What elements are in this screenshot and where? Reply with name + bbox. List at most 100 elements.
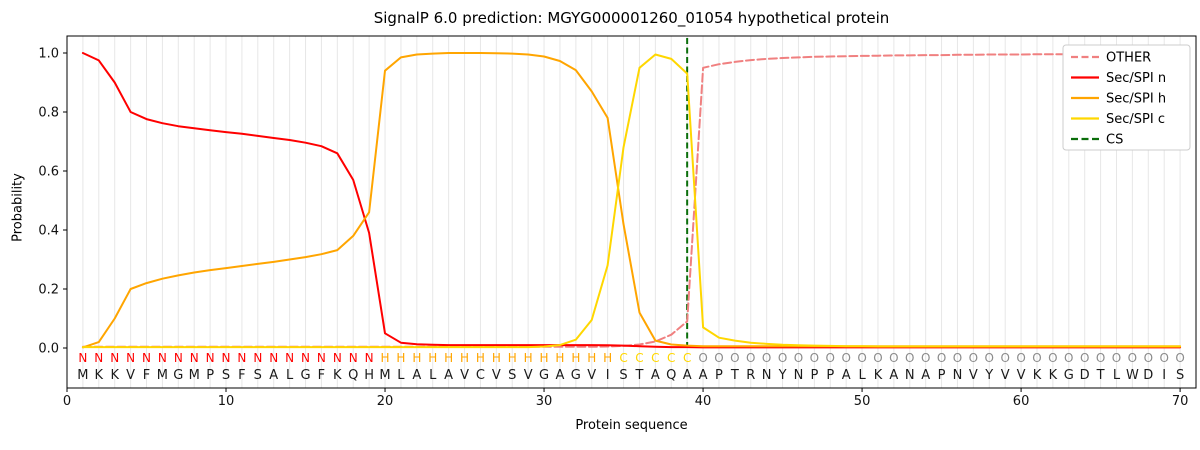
residue-letter: K: [1033, 368, 1042, 383]
residue-class-letter: H: [603, 351, 612, 365]
residue-letter: L: [858, 368, 866, 383]
residue-class-letter: O: [921, 351, 930, 365]
residue-class-letter: O: [794, 351, 803, 365]
residue-class-letter: H: [587, 351, 596, 365]
residue-class-letter: N: [237, 351, 246, 365]
residue-letter: F: [143, 368, 150, 383]
plot-border: [66, 35, 1197, 389]
residue-letter: P: [206, 368, 214, 383]
residue-class-letter: N: [222, 351, 231, 365]
residue-class-letter: O: [1016, 351, 1025, 365]
residue-class-letter: N: [158, 351, 167, 365]
legend-box: [1062, 44, 1191, 151]
residue-letter: G: [300, 368, 310, 383]
residue-class-letter: N: [94, 351, 103, 365]
residue-letter: C: [476, 368, 485, 383]
residue-letter: S: [222, 368, 230, 383]
residue-letter: K: [110, 368, 119, 383]
residue-letter: F: [238, 368, 245, 383]
x-tick-label: 40: [695, 394, 712, 409]
x-tick-label: 0: [63, 394, 71, 409]
y-tick-label: 0.0: [38, 342, 59, 357]
residue-letter: G: [1064, 368, 1074, 383]
x-axis-label: Protein sequence: [575, 418, 688, 433]
residue-class-letter: C: [619, 351, 627, 365]
residue-letter: N: [905, 368, 915, 383]
residue-letter: H: [364, 368, 374, 383]
chart-title: SignalP 6.0 prediction: MGYG000001260_01…: [373, 9, 890, 27]
y-tick-label: 1.0: [38, 47, 59, 62]
residue-letter: V: [969, 368, 978, 383]
residue-class-letter: O: [905, 351, 914, 365]
residue-class-letter: N: [333, 351, 342, 365]
residue-class-letter: N: [174, 351, 183, 365]
y-tick-label: 0.2: [38, 283, 59, 298]
residue-letter: V: [1017, 368, 1026, 383]
x-tick-label: 70: [1172, 394, 1189, 409]
legend-item-label: Sec/SPI c: [1106, 112, 1165, 127]
residue-letter: S: [1176, 368, 1184, 383]
residue-letter: K: [1049, 368, 1058, 383]
residue-letter: G: [571, 368, 581, 383]
x-tick-label: 10: [218, 394, 235, 409]
residue-class-letter: N: [110, 351, 119, 365]
residue-letter: A: [555, 368, 564, 383]
residue-class-letter: N: [301, 351, 310, 365]
residue-letter: T: [634, 368, 643, 383]
x-tick-label: 50: [854, 394, 871, 409]
residue-class-letter: O: [1048, 351, 1057, 365]
residue-class-letter: H: [540, 351, 549, 365]
residue-class-letter: C: [683, 351, 691, 365]
residue-class-letter: O: [889, 351, 898, 365]
residue-class-letter: O: [778, 351, 787, 365]
y-tick-label: 0.6: [38, 165, 59, 180]
residue-class-letter: O: [762, 351, 771, 365]
residue-letter: A: [412, 368, 421, 383]
residue-letter: A: [699, 368, 708, 383]
residue-letter: K: [874, 368, 883, 383]
residue-class-letter: O: [1112, 351, 1121, 365]
residue-class-letter: N: [142, 351, 151, 365]
y-axis: 0.0 0.2 0.4 0.6 0.8 1.0: [38, 47, 67, 357]
x-tick-label: 60: [1013, 394, 1030, 409]
residue-class-letter: N: [126, 351, 135, 365]
residue-letter: T: [730, 368, 739, 383]
residue-class-letter: H: [460, 351, 469, 365]
residue-class-letter: N: [365, 351, 374, 365]
residue-letter: S: [254, 368, 262, 383]
residue-class-letter: O: [810, 351, 819, 365]
residue-class-letter: H: [476, 351, 485, 365]
residue-class-letter: H: [428, 351, 437, 365]
grid: [82, 36, 1181, 388]
residue-letter: L: [286, 368, 294, 383]
residue-class-letter: O: [985, 351, 994, 365]
residue-class-letter: O: [698, 351, 707, 365]
residue-letter: P: [826, 368, 834, 383]
residue-class-letter: O: [1128, 351, 1137, 365]
residue-letter: Y: [984, 368, 993, 383]
residue-letter: G: [173, 368, 183, 383]
residue-class-letter: N: [317, 351, 326, 365]
curve-other: [81, 52, 1182, 348]
residue-class-letter: N: [190, 351, 199, 365]
residue-letter: V: [460, 368, 469, 383]
residue-class-letter: O: [1080, 351, 1089, 365]
residue-letter: K: [333, 368, 342, 383]
residue-class-letter: O: [873, 351, 882, 365]
residue-letter: A: [269, 368, 278, 383]
residue-letter: P: [810, 368, 818, 383]
residue-letter: L: [429, 368, 437, 383]
residue-class-letter: O: [714, 351, 723, 365]
residue-letter: A: [444, 368, 453, 383]
residue-class-letter: O: [857, 351, 866, 365]
residue-class-letter: N: [269, 351, 278, 365]
y-tick-label: 0.8: [38, 106, 59, 121]
residue-letter: M: [379, 368, 390, 383]
residue-class-letter: N: [285, 351, 294, 365]
residue-letter: Q: [666, 368, 676, 383]
residue-class-letter: H: [524, 351, 533, 365]
residue-letter: V: [492, 368, 501, 383]
residue-letter: W: [1126, 368, 1139, 383]
